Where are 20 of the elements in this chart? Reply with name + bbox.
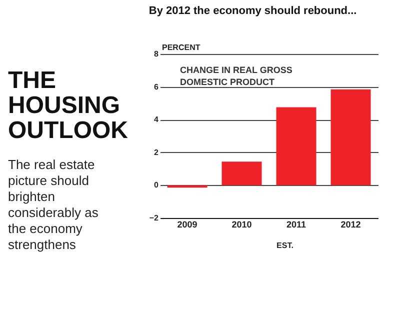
y-tick-label: 8 [154, 50, 160, 58]
x-tick-label: 2010 [232, 220, 252, 230]
x-tick-label: 2009 [177, 220, 198, 230]
bar [330, 89, 371, 186]
text: By 2012 the economy should rebound... [148, 5, 357, 17]
x-tick-label: 2011 [286, 220, 306, 230]
bar [167, 185, 208, 188]
annotation: CHANGE IN REAL GROSS DOMESTIC PRODUCT [180, 65, 292, 87]
bar [222, 162, 262, 186]
text: EST. [276, 241, 294, 250]
bar [276, 107, 316, 186]
x-tick-label: 2012 [340, 220, 361, 230]
y-tick-label: 0 [154, 180, 160, 190]
y-tick-label: 6 [154, 82, 160, 92]
text: The real estate picture should brighten considerably as the economy strengthens [8, 157, 99, 252]
text: THE HOUSING OUTLOOK [8, 67, 129, 144]
y-axis-title: PERCENT [162, 43, 200, 52]
y-tick-label: 2 [154, 148, 160, 157]
y-tick-label: −2 [149, 214, 160, 222]
y-tick-label: 4 [154, 115, 160, 124]
